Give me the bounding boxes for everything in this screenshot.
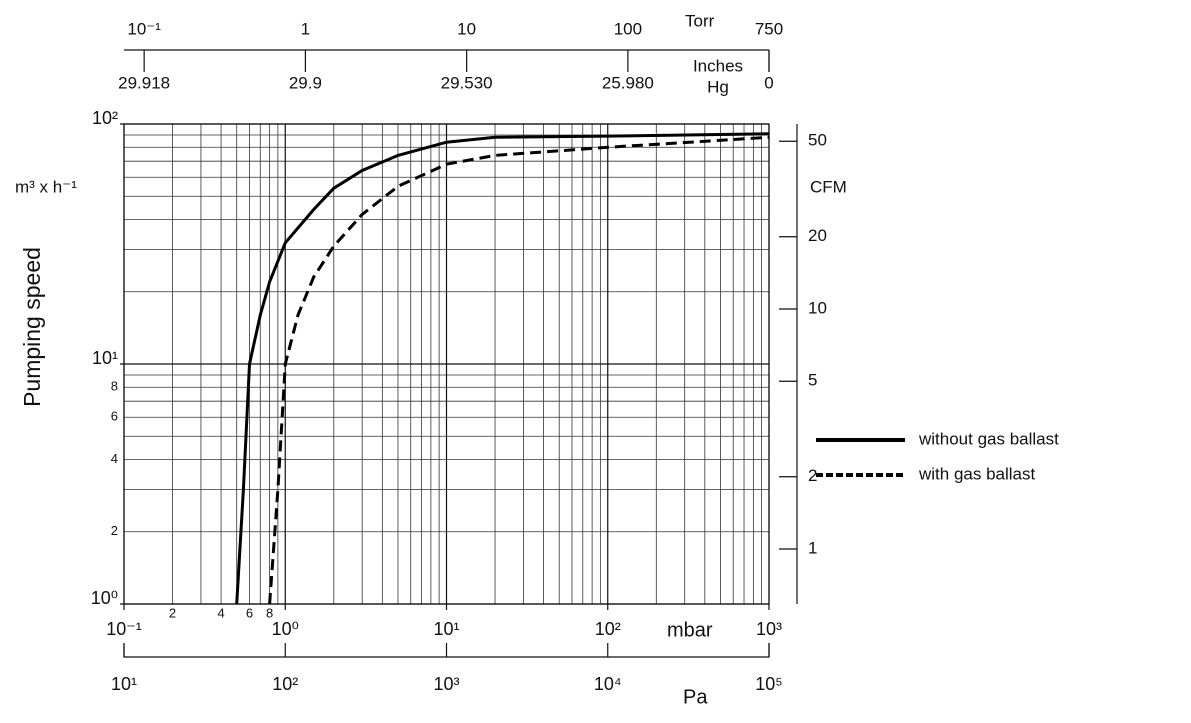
pa-axis-label: Pa (683, 686, 708, 708)
x-minor-tick-label: 2 (169, 605, 176, 620)
torr-tick-label: 100 (614, 19, 642, 38)
y-tick-label: 10¹ (92, 348, 118, 368)
y2-tick-label: 20 (808, 226, 827, 245)
torr-tick-label: 1 (301, 19, 310, 38)
y-tick-label: 10⁰ (91, 588, 118, 608)
x-minor-tick-label: 8 (266, 605, 273, 620)
series-line (235, 132, 770, 605)
pa-tick-label: 10³ (433, 674, 459, 694)
pa-tick-label: 10⁵ (755, 674, 782, 694)
y2-tick-label: 50 (808, 131, 827, 150)
x-tick-label: 10¹ (433, 619, 459, 639)
x-tick-label: 10³ (756, 619, 782, 639)
inhg-tick-label: 29.530 (441, 73, 493, 92)
torr-tick-label: 750 (755, 19, 783, 38)
inhg-tick-label: 25.980 (602, 73, 654, 92)
inhg-tick-label: 29.918 (118, 73, 170, 92)
legend-label: without gas ballast (918, 429, 1059, 448)
plot-frame (123, 123, 770, 605)
x-tick-label: 10² (595, 619, 621, 639)
pa-tick-label: 10¹ (111, 674, 137, 694)
x-axis-label: mbar (667, 619, 713, 641)
torr-axis-label: Torr (685, 11, 715, 30)
inhg-tick-label: 29.9 (289, 73, 322, 92)
y2-tick-label: 5 (808, 371, 817, 390)
inhg-tick-label: 0 (764, 73, 773, 92)
y2-tick-label: 2 (808, 466, 817, 485)
pa-tick-label: 10⁴ (594, 674, 622, 694)
torr-tick-label: 10⁻¹ (127, 19, 161, 38)
x-minor-tick-label: 6 (246, 605, 253, 620)
y-minor-tick-label: 8 (111, 379, 118, 394)
y2-tick-label: 1 (808, 538, 817, 557)
series-line (268, 135, 770, 605)
x-minor-tick-label: 4 (217, 605, 224, 620)
inhg-axis-label: Inches (693, 56, 743, 75)
x-tick-label: 10⁻¹ (106, 619, 142, 639)
y-axis-label: Pumping speed (19, 247, 45, 407)
y-unit: m³ x h⁻¹ (15, 177, 77, 196)
torr-tick-label: 10 (457, 19, 476, 38)
inhg-axis-label: Hg (707, 77, 729, 96)
pa-tick-label: 10² (272, 674, 298, 694)
y-minor-tick-label: 4 (111, 451, 118, 466)
x-tick-label: 10⁰ (272, 619, 299, 639)
y-minor-tick-label: 2 (111, 523, 118, 538)
y-minor-tick-label: 6 (111, 409, 118, 424)
legend-label: with gas ballast (918, 464, 1036, 483)
y2-tick-label: 10 (808, 298, 827, 317)
y2-axis-label: CFM (810, 177, 847, 196)
y-tick-label: 10² (92, 108, 118, 128)
